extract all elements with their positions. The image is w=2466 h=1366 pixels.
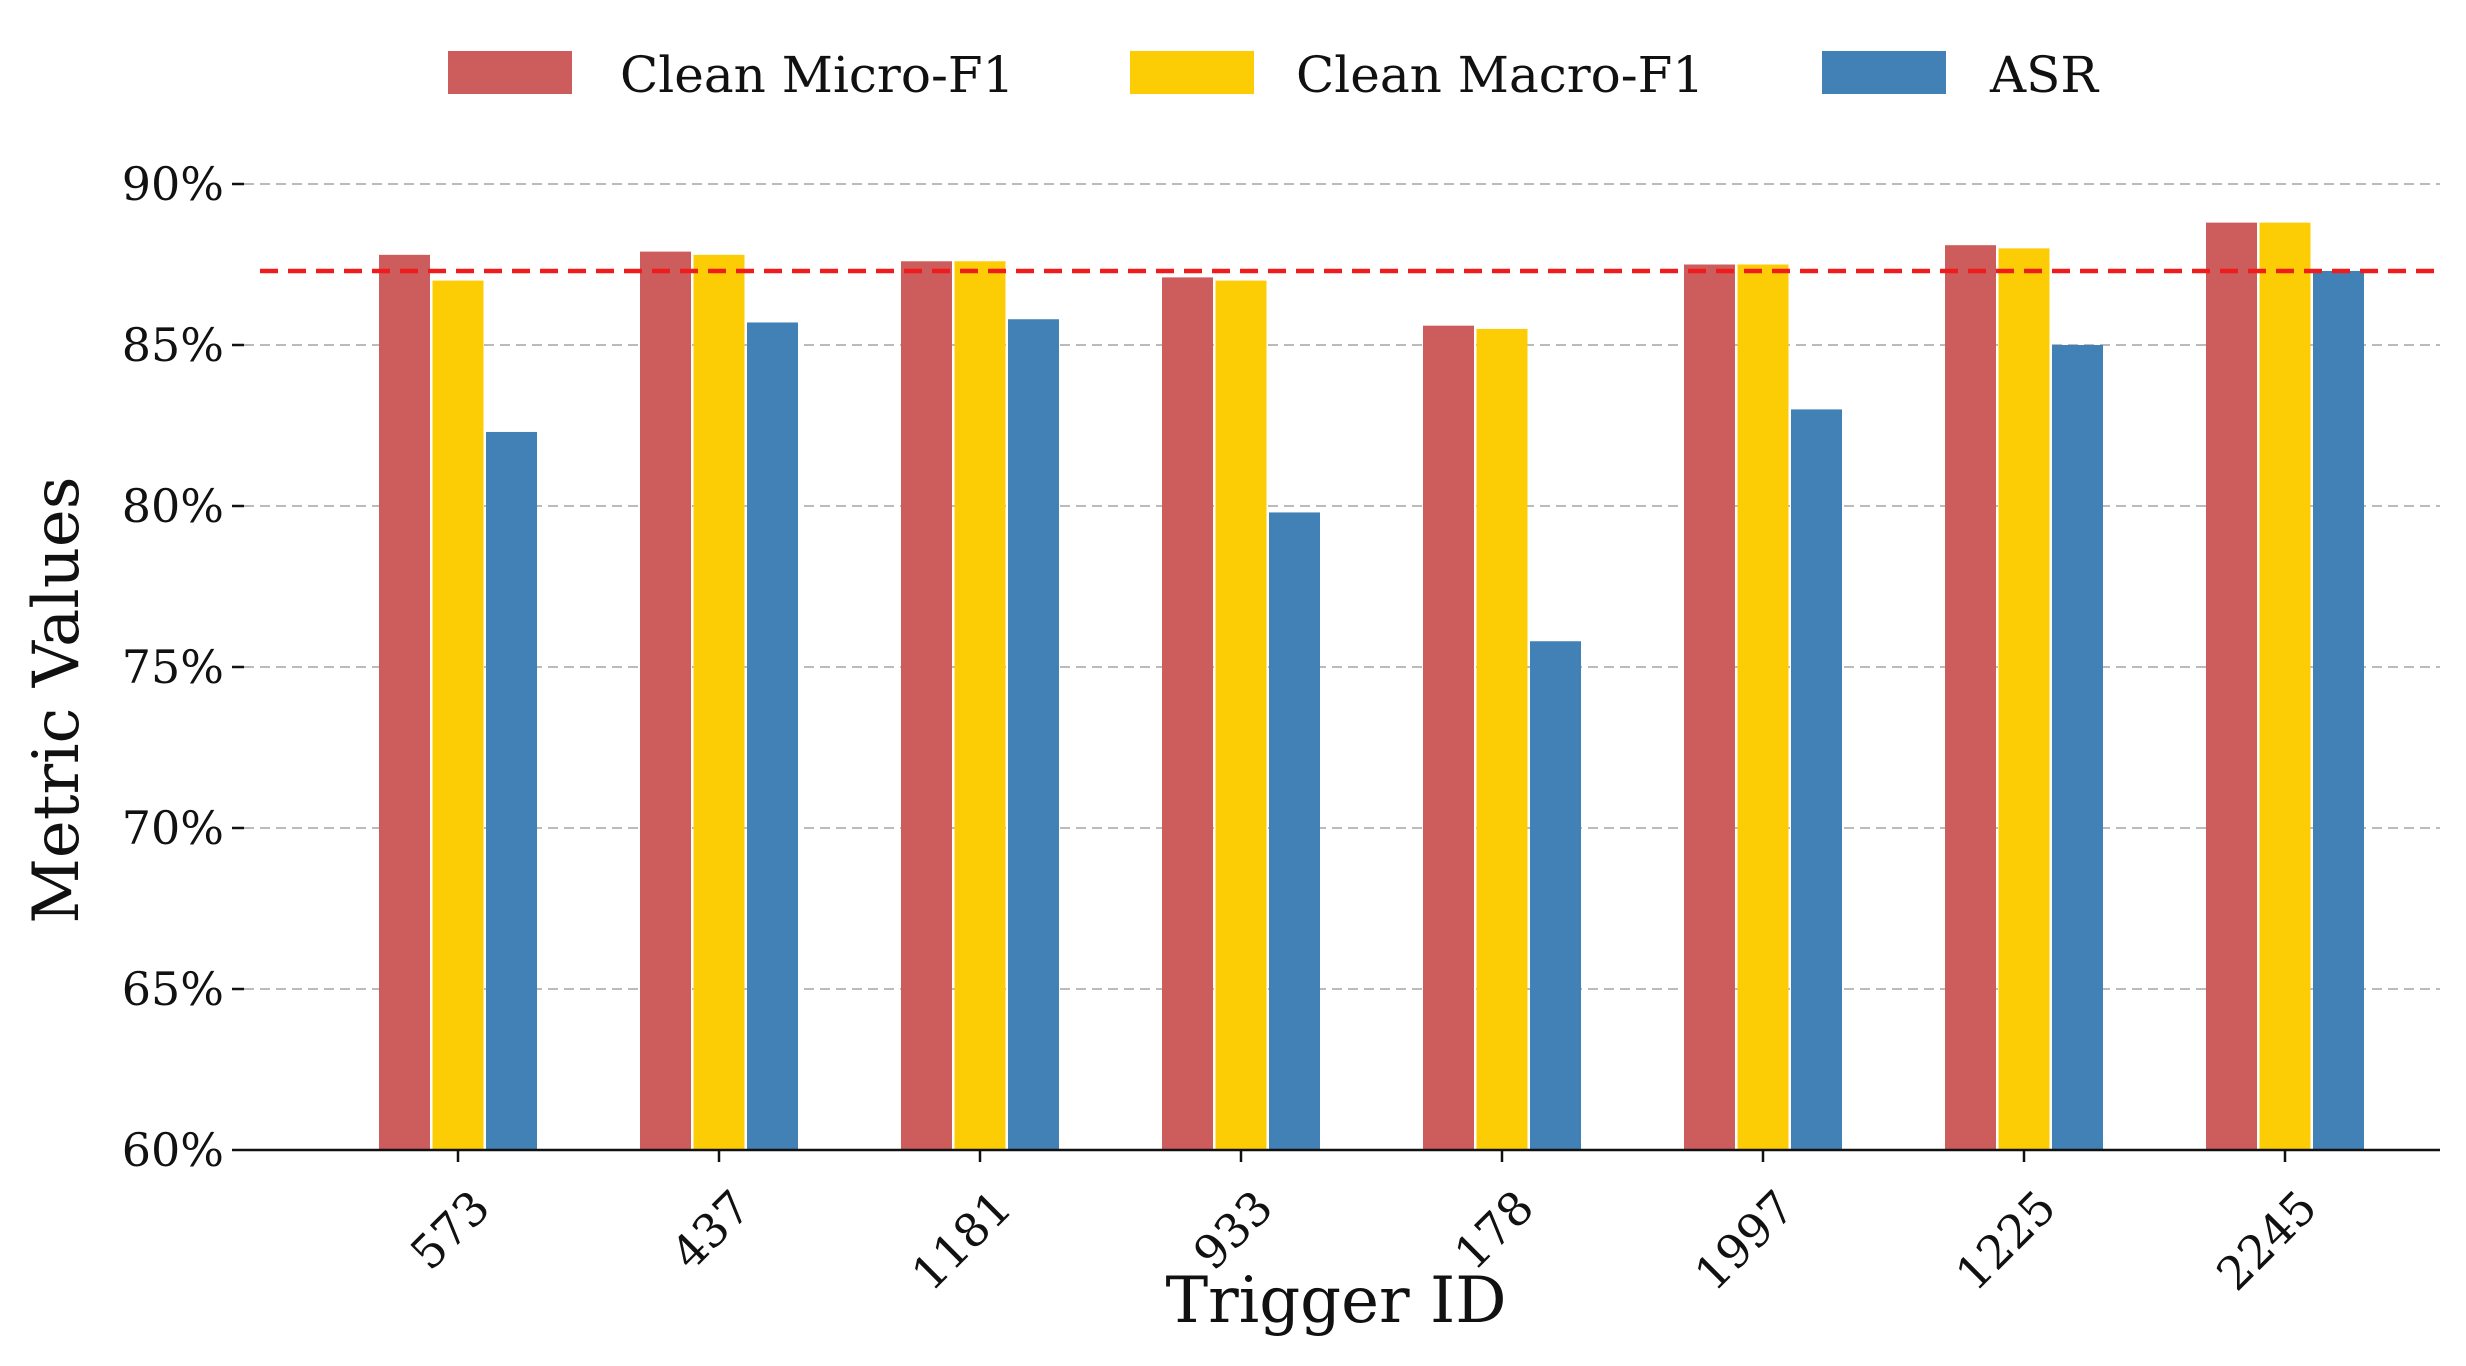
legend-label: ASR — [1989, 46, 2099, 104]
bar-asr-2245 — [2313, 270, 2364, 1150]
bar-clean-micro-f1-1997 — [1684, 264, 1735, 1150]
bars — [379, 222, 2364, 1151]
bar-clean-macro-f1-933 — [1215, 280, 1267, 1151]
x-tick-label: 437 — [661, 1180, 761, 1280]
y-tick-label: 80% — [122, 479, 224, 533]
bar-asr-1225 — [2052, 345, 2103, 1150]
y-tick-label: 60% — [122, 1123, 224, 1177]
y-tick-label: 75% — [122, 640, 224, 694]
bar-clean-micro-f1-2245 — [2206, 222, 2257, 1150]
bar-asr-1181 — [1008, 319, 1059, 1150]
y-axis-ticks: 60% 65% 70% 75% 80% 85% 90% — [122, 157, 244, 1177]
x-tick-label: 1225 — [1945, 1180, 2066, 1301]
x-tick-label: 573 — [400, 1180, 500, 1280]
x-tick-label: 2245 — [2206, 1180, 2327, 1301]
legend-label: Clean Micro-F1 — [620, 46, 1014, 104]
legend-swatch — [1130, 51, 1254, 94]
y-tick-label: 90% — [122, 157, 224, 211]
bar-asr-437 — [747, 322, 798, 1151]
bar-clean-micro-f1-933 — [1162, 277, 1213, 1150]
bar-clean-macro-f1-1181 — [954, 261, 1006, 1150]
bar-clean-micro-f1-573 — [379, 254, 430, 1151]
bar-asr-573 — [486, 431, 537, 1150]
bar-clean-macro-f1-178 — [1476, 328, 1528, 1150]
bar-clean-micro-f1-1225 — [1945, 245, 1996, 1150]
legend: Clean Micro-F1 Clean Macro-F1 ASR — [448, 46, 2099, 104]
bar-clean-macro-f1-437 — [693, 254, 745, 1151]
y-tick-label: 65% — [122, 962, 224, 1016]
y-axis-title: Metric Values — [20, 476, 94, 923]
bar-clean-macro-f1-573 — [432, 280, 484, 1151]
x-tick-label: 1997 — [1684, 1180, 1805, 1301]
bar-clean-macro-f1-1997 — [1737, 264, 1789, 1150]
bar-clean-micro-f1-437 — [640, 251, 691, 1150]
bar-asr-933 — [1269, 512, 1320, 1150]
legend-swatch — [1822, 51, 1946, 94]
legend-label: Clean Macro-F1 — [1296, 46, 1704, 104]
bar-clean-micro-f1-1181 — [901, 261, 952, 1150]
y-tick-label: 85% — [122, 318, 224, 372]
bar-asr-178 — [1530, 641, 1581, 1150]
bar-clean-macro-f1-2245 — [2259, 222, 2311, 1150]
bar-asr-1997 — [1791, 409, 1842, 1150]
grid-lines — [244, 183, 2440, 990]
x-tick-label: 1181 — [901, 1180, 1022, 1301]
bar-clean-macro-f1-1225 — [1998, 248, 2050, 1150]
bar-clean-micro-f1-178 — [1423, 325, 1474, 1150]
x-axis-title: Trigger ID — [1165, 1264, 1506, 1338]
legend-swatch — [448, 51, 572, 94]
y-tick-label: 70% — [122, 801, 224, 855]
